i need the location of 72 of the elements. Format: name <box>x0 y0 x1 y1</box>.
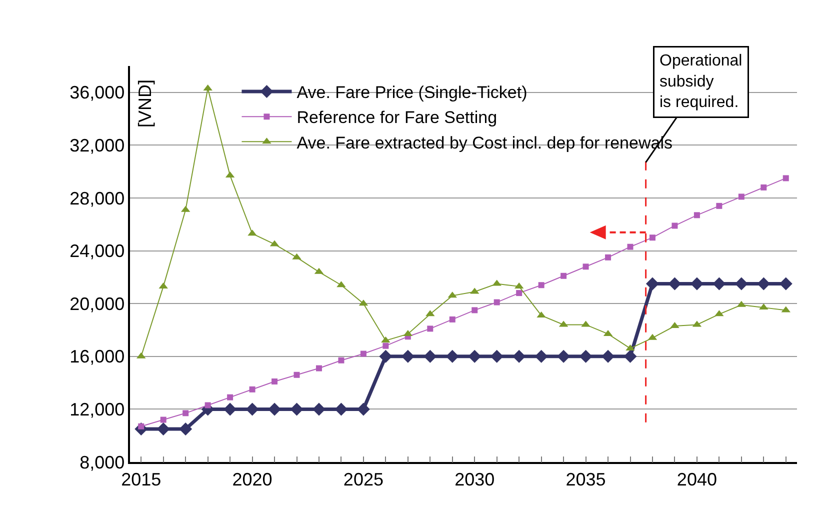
point <box>156 422 170 436</box>
y-tick-label: 36,000 <box>70 82 125 103</box>
y-tick-label: 16,000 <box>70 346 125 367</box>
point <box>779 277 792 290</box>
point <box>272 378 278 384</box>
legend-label: Reference for Fare Setting <box>296 108 498 128</box>
point <box>668 277 682 290</box>
point <box>427 326 434 332</box>
y-tick-label: 20,000 <box>70 294 125 314</box>
point <box>649 234 656 241</box>
y-tick-label: 32,000 <box>70 136 125 156</box>
y-axis-title: [VND] <box>134 80 155 128</box>
point <box>360 350 366 357</box>
point <box>782 175 789 182</box>
point <box>490 350 504 363</box>
legend-label: Ave. Fare Price (Single-Ticket) <box>296 83 528 102</box>
point <box>379 350 392 363</box>
point <box>738 194 744 200</box>
point <box>579 350 592 363</box>
point <box>382 342 389 349</box>
point <box>538 282 544 288</box>
point <box>246 402 259 416</box>
x-tick-label: 2025 <box>343 469 384 490</box>
point <box>472 307 478 314</box>
y-tick-label: 24,000 <box>70 241 125 262</box>
point <box>268 402 282 416</box>
point <box>672 222 678 229</box>
point <box>160 416 166 423</box>
point <box>560 272 567 279</box>
point <box>182 410 189 416</box>
point <box>338 357 344 364</box>
point <box>557 350 570 363</box>
point <box>449 316 456 322</box>
point <box>468 350 482 363</box>
point <box>401 350 414 363</box>
point <box>290 402 304 416</box>
point <box>624 350 637 363</box>
y-tick-label: 12,000 <box>70 400 125 420</box>
point <box>516 290 522 296</box>
point <box>227 394 234 400</box>
point <box>734 277 748 290</box>
point <box>224 402 237 416</box>
point <box>356 402 370 416</box>
point <box>446 350 459 363</box>
x-tick-label: 2030 <box>454 469 495 490</box>
point <box>716 202 722 209</box>
point <box>424 350 437 363</box>
point <box>582 264 589 270</box>
point <box>757 277 770 290</box>
annotation: Operational subsidy is required. <box>660 52 742 112</box>
x-tick-label: 2035 <box>566 469 606 490</box>
point <box>494 299 500 306</box>
point <box>760 184 767 190</box>
point <box>249 386 256 392</box>
point <box>712 277 726 290</box>
point <box>312 402 326 416</box>
point <box>627 244 634 250</box>
point <box>334 402 348 416</box>
point <box>690 277 704 290</box>
point <box>179 422 192 436</box>
point <box>694 212 700 218</box>
point <box>646 277 659 290</box>
point <box>534 350 548 363</box>
point <box>294 372 300 378</box>
x-tick-label: 2040 <box>676 469 717 490</box>
point <box>605 254 612 260</box>
point <box>512 350 526 363</box>
point <box>204 402 211 408</box>
point <box>602 350 615 363</box>
point <box>316 365 322 372</box>
x-tick-label: 2020 <box>232 469 272 490</box>
y-tick-label: 28,000 <box>70 188 125 208</box>
